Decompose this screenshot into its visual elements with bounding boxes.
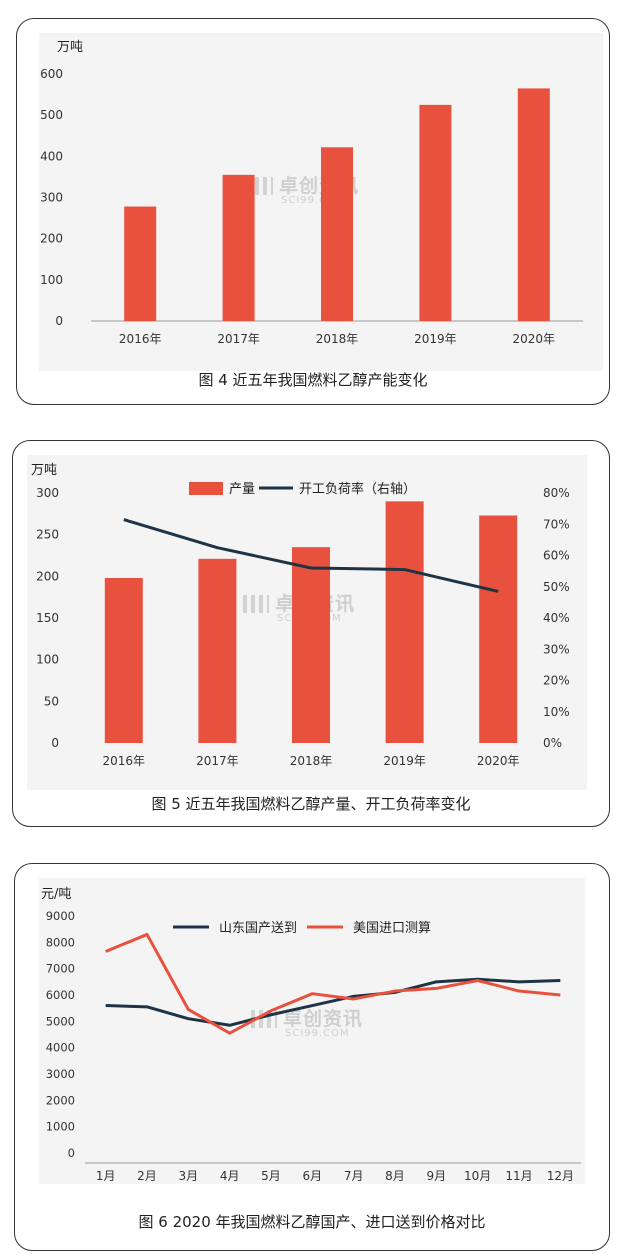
y2-tick-label: 60% bbox=[543, 549, 570, 563]
y2-tick-label: 40% bbox=[543, 611, 570, 625]
x-tick-label: 2019年 bbox=[414, 332, 457, 346]
x-tick-label: 7月 bbox=[344, 1169, 364, 1183]
x-tick-label: 2020年 bbox=[477, 754, 520, 768]
y-tick-label: 6000 bbox=[46, 988, 75, 1002]
chart-panel-1: 卓创资讯 SCI99.COM 万吨 0 100 200 300 400 500 600 2016… bbox=[16, 18, 610, 405]
bar-capacity bbox=[124, 206, 157, 321]
legend-label-utilisation: 开工负荷率（右轴） bbox=[299, 481, 416, 497]
y2-tick-label: 20% bbox=[543, 674, 570, 688]
legend-label-shandong-domestic: 山东国产送到 bbox=[219, 921, 297, 936]
y-tick-label: 8000 bbox=[46, 935, 75, 949]
y-tick-label: 300 bbox=[40, 191, 63, 205]
y-tick-label: 400 bbox=[40, 149, 63, 163]
y-tick-label: 0 bbox=[68, 1146, 75, 1160]
x-tick-label: 2018年 bbox=[316, 332, 359, 346]
y-tick-label: 150 bbox=[36, 611, 59, 625]
chart-panel-3: 卓创资讯 SCI99.COM 元/吨 0 1000 2000 3000 4000 5000 6… bbox=[14, 863, 610, 1251]
x-tick-label: 6月 bbox=[303, 1169, 323, 1183]
x-tick-label: 12月 bbox=[547, 1169, 574, 1183]
x-tick-label: 2017年 bbox=[217, 332, 260, 346]
legend-label-us-import: 美国进口测算 bbox=[353, 921, 431, 936]
y2-tick-label: 30% bbox=[543, 642, 570, 656]
chart-3-svg: 元/吨 0 1000 2000 3000 4000 5000 6000 7000 8000 9000… bbox=[41, 887, 581, 1183]
x-tick-label: 2017年 bbox=[196, 754, 239, 768]
x-tick-label: 3月 bbox=[179, 1169, 199, 1183]
series-line-us-import bbox=[105, 932, 561, 1035]
y-tick-label: 250 bbox=[36, 528, 59, 542]
bar-output bbox=[292, 547, 330, 743]
y-tick-label: 4000 bbox=[46, 1041, 75, 1055]
y-axis-unit: 万吨 bbox=[57, 40, 83, 55]
y-axis-unit: 万吨 bbox=[31, 463, 57, 478]
y2-tick-label: 80% bbox=[543, 486, 570, 500]
y2-tick-label: 70% bbox=[543, 517, 570, 531]
bar-capacity bbox=[222, 174, 255, 321]
bar-output bbox=[479, 515, 518, 743]
x-tick-label: 2018年 bbox=[290, 754, 333, 768]
series-line-shandong-domestic bbox=[105, 977, 561, 1027]
y-tick-label: 500 bbox=[40, 108, 63, 122]
bar-output bbox=[104, 578, 143, 743]
series-line-utilisation bbox=[123, 518, 499, 593]
y-tick-label: 300 bbox=[36, 486, 59, 500]
y-tick-label: 0 bbox=[55, 314, 63, 328]
watermark-logo-icon bbox=[243, 595, 269, 613]
x-tick-label: 2016年 bbox=[103, 754, 146, 768]
y-tick-label: 3000 bbox=[46, 1067, 75, 1081]
x-tick-label: 2016年 bbox=[119, 332, 162, 346]
x-tick-label: 4月 bbox=[220, 1169, 240, 1183]
y-tick-label: 5000 bbox=[46, 1014, 75, 1028]
x-tick-label: 2019年 bbox=[383, 754, 426, 768]
y2-tick-label: 10% bbox=[543, 705, 570, 719]
legend-swatch-output bbox=[189, 482, 223, 495]
y-tick-label: 7000 bbox=[46, 962, 75, 976]
x-tick-label: 11月 bbox=[505, 1169, 532, 1183]
y-axis-unit: 元/吨 bbox=[41, 887, 71, 902]
y-tick-label: 0 bbox=[51, 736, 59, 750]
bar-output bbox=[385, 501, 424, 743]
y-tick-label: 200 bbox=[36, 569, 59, 583]
chart-3-caption: 图 6 2020 年我国燃料乙醇国产、进口送到价格对比 bbox=[138, 1213, 486, 1231]
x-tick-label: 1月 bbox=[96, 1169, 116, 1183]
x-tick-label: 2月 bbox=[137, 1169, 157, 1183]
x-tick-label: 9月 bbox=[427, 1169, 447, 1183]
y-tick-label: 600 bbox=[40, 67, 63, 81]
y-tick-label: 100 bbox=[40, 273, 63, 287]
bar-output bbox=[198, 558, 237, 743]
x-tick-label: 8月 bbox=[385, 1169, 405, 1183]
y-tick-label: 1000 bbox=[46, 1120, 75, 1134]
x-tick-label: 2020年 bbox=[513, 332, 556, 346]
y-tick-label: 100 bbox=[36, 653, 59, 667]
chart-1-svg: 万吨 0 100 200 300 400 500 600 2016年 2017年 2018年 2019… bbox=[40, 40, 583, 346]
chart-2-caption: 图 5 近五年我国燃料乙醇产量、开工负荷率变化 bbox=[151, 795, 471, 813]
chart-3-plot-background bbox=[39, 878, 585, 1184]
y-tick-label: 50 bbox=[44, 694, 59, 708]
y2-tick-label: 0% bbox=[543, 736, 562, 750]
y-tick-label: 200 bbox=[40, 232, 63, 246]
x-tick-label: 5月 bbox=[261, 1169, 281, 1183]
y-tick-label: 9000 bbox=[46, 909, 75, 923]
bar-capacity bbox=[517, 88, 550, 322]
y2-tick-label: 50% bbox=[543, 580, 570, 594]
y-tick-label: 2000 bbox=[46, 1093, 75, 1107]
legend-label-output: 产量 bbox=[229, 482, 255, 497]
chart-2-svg: 万吨 0 50 100 150 200 250 300 0% 10% 20% 30% 40% 50% 60%… bbox=[31, 463, 570, 768]
chart-panel-2: 卓创资讯 SCI99.COM 万吨0501001502002503000%10%… bbox=[12, 440, 610, 827]
chart-1-caption: 图 4 近五年我国燃料乙醇产能变化 bbox=[198, 371, 428, 389]
x-tick-label: 10月 bbox=[464, 1169, 491, 1183]
bar-capacity bbox=[419, 104, 452, 321]
bar-capacity bbox=[321, 147, 353, 321]
